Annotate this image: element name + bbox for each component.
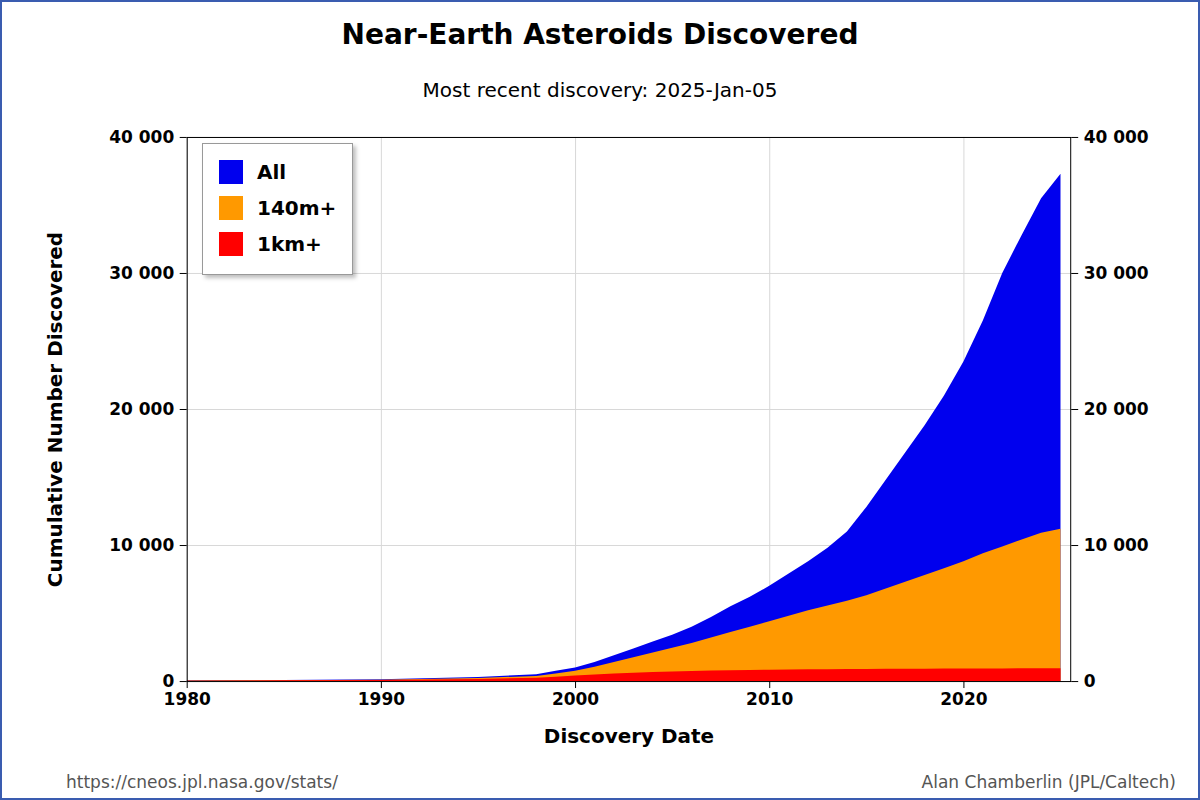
svg-text:10 000: 10 000: [109, 535, 174, 555]
svg-text:20 000: 20 000: [109, 399, 174, 419]
svg-text:30 000: 30 000: [109, 263, 174, 283]
svg-text:30 000: 30 000: [1084, 263, 1149, 283]
svg-text:Cumulative Number Discovered: Cumulative Number Discovered: [43, 232, 67, 587]
svg-text:Discovery Date: Discovery Date: [544, 724, 714, 748]
svg-text:0: 0: [162, 671, 174, 691]
svg-text:1980: 1980: [164, 689, 211, 709]
html-text:140m+: 140m+: [257, 196, 337, 220]
svg-text:2010: 2010: [746, 689, 793, 709]
svg-text:10 000: 10 000: [1084, 535, 1149, 555]
html-text:https://cneos.jpl.nasa.gov/sta: https://cneos.jpl.nasa.gov/stats/: [66, 772, 338, 792]
svg-text:0: 0: [1084, 671, 1096, 691]
svg-text:40 000: 40 000: [109, 127, 174, 147]
html-text:Near-Earth Asteroids Discovere: Near-Earth Asteroids Discovered: [341, 18, 859, 51]
svg-text:40 000: 40 000: [1084, 127, 1149, 147]
html-text:Alan Chamberlin (JPL/Caltech): Alan Chamberlin (JPL/Caltech): [921, 772, 1176, 792]
html-text:Most recent discovery: 2025-Ja: Most recent discovery: 2025-Jan-05: [422, 78, 778, 102]
html-text:All: All: [257, 160, 287, 184]
svg-text:20 000: 20 000: [1084, 399, 1149, 419]
html-text:1km+: 1km+: [257, 232, 322, 256]
svg-text:1990: 1990: [358, 689, 405, 709]
svg-text:2000: 2000: [552, 689, 599, 709]
svg-text:2020: 2020: [940, 689, 987, 709]
